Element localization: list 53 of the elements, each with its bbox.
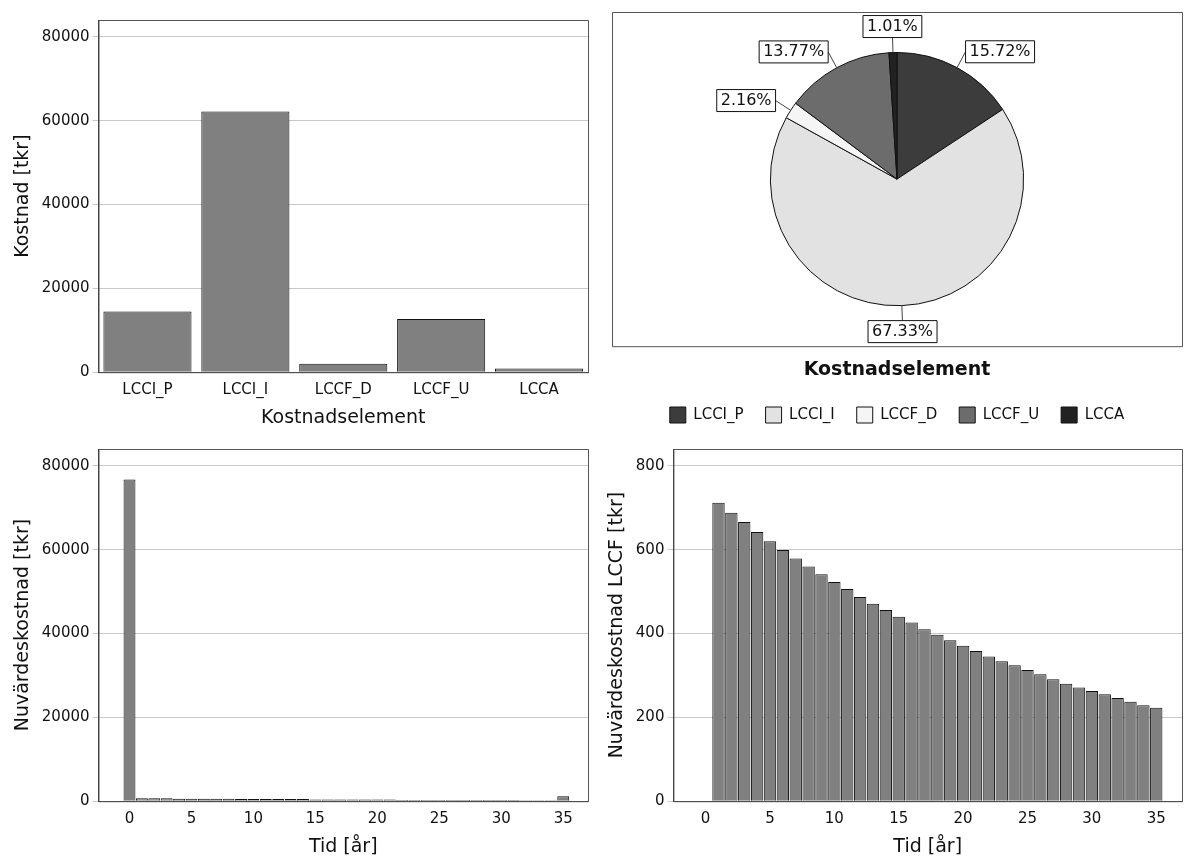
y-tick-label: 80000 <box>41 26 90 45</box>
y-tick-label: 0 <box>79 362 90 381</box>
x-tick-label: 0 <box>700 809 711 828</box>
legend-label: LCCF_D <box>880 404 938 424</box>
data-label: 2.16% <box>720 89 772 109</box>
x-tick-label: 15 <box>305 809 325 828</box>
x-tick-label: LCCF_D <box>314 380 372 400</box>
y-tick-label: 80000 <box>41 455 90 474</box>
x-tick-label: 5 <box>186 809 197 828</box>
x-tick-label: 25 <box>1017 809 1038 828</box>
y-axis-title: Nuvärdeskostnad [tkr] <box>10 518 33 732</box>
y-tick-label: 200 <box>635 707 665 726</box>
y-tick-label: 20000 <box>41 707 90 726</box>
x-axis-title: Tid [år] <box>892 833 963 856</box>
y-axis-title: Nuvärdeskostnad LCCF [tkr] <box>604 491 627 759</box>
x-tick-label: 30 <box>491 809 511 828</box>
x-tick-label: 25 <box>429 809 449 828</box>
y-axis-title: Kostnad [tkr] <box>10 134 33 258</box>
legend-label: LCCF_U <box>982 404 1040 424</box>
y-tick-label: 0 <box>79 791 90 810</box>
x-tick-label: LCCI_I <box>222 380 269 400</box>
x-tick-label: 0 <box>124 809 135 828</box>
y-tick-label: 20000 <box>41 278 90 297</box>
x-tick-label: LCCA <box>519 380 560 399</box>
x-tick-label: LCCF_U <box>412 380 470 400</box>
x-tick-label: 20 <box>953 809 973 828</box>
x-tick-label: 20 <box>367 809 387 828</box>
x-tick-label: 10 <box>243 809 263 828</box>
x-axis-title: Kostnadselement <box>261 404 426 427</box>
legend-label: LCCI_I <box>789 404 835 424</box>
y-tick-label: 0 <box>654 791 665 810</box>
legend-label: LCCI_P <box>693 404 744 424</box>
y-tick-label: 40000 <box>41 194 90 213</box>
x-tick-label: 30 <box>1082 809 1102 828</box>
y-tick-label: 60000 <box>41 539 90 558</box>
data-label: 67.33% <box>872 320 934 340</box>
x-tick-label: 10 <box>824 809 844 828</box>
y-tick-label: 40000 <box>41 623 90 642</box>
data-label: 13.77% <box>763 41 825 61</box>
data-label: 15.72% <box>969 40 1031 60</box>
x-tick-label: 35 <box>1146 809 1166 828</box>
x-tick-label: 35 <box>553 809 573 828</box>
legend-title: Kostnadselement <box>803 356 991 379</box>
y-tick-label: 400 <box>635 623 665 642</box>
x-tick-label: 5 <box>765 809 775 828</box>
x-tick-label: 15 <box>889 809 909 828</box>
y-tick-label: 60000 <box>41 110 90 129</box>
x-axis-title: Tid [år] <box>307 833 378 856</box>
y-tick-label: 600 <box>635 539 665 558</box>
data-label: 1.01% <box>867 15 918 35</box>
y-tick-label: 800 <box>635 455 665 474</box>
x-tick-label: LCCI_P <box>122 380 173 400</box>
legend-label: LCCA <box>1084 404 1125 423</box>
